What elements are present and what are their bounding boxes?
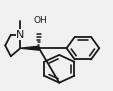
Text: N: N: [16, 30, 24, 40]
Polygon shape: [20, 46, 39, 50]
Text: OH: OH: [33, 16, 47, 25]
